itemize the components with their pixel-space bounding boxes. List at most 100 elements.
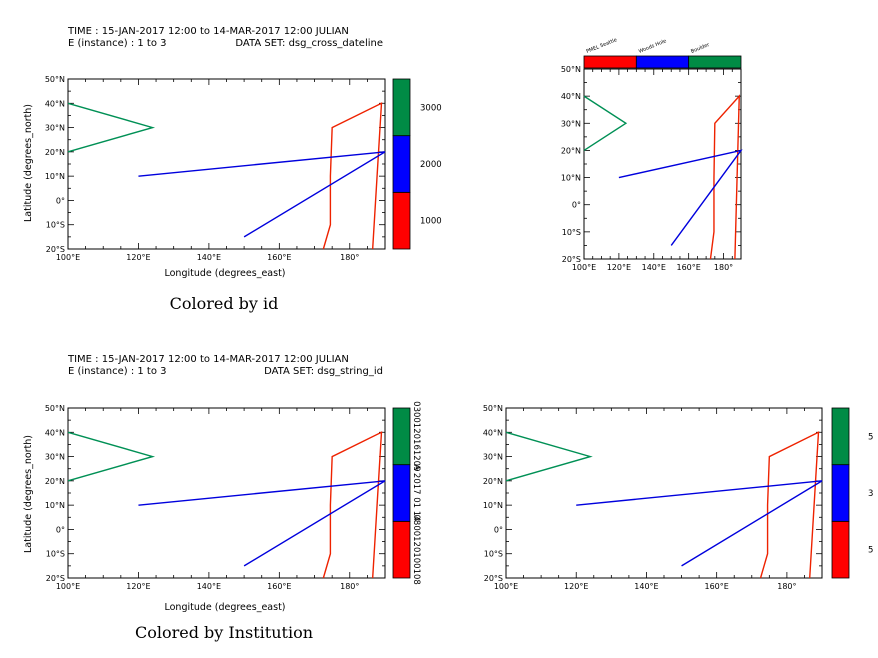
x-tick-label: 120°E bbox=[126, 582, 150, 591]
x-tick-label: 160°E bbox=[267, 253, 291, 262]
y-tick-label: 20°N bbox=[561, 146, 581, 155]
bottom-time-header: TIME : 15-JAN-2017 12:00 to 14-MAR-2017 … bbox=[67, 354, 349, 365]
trajectory-line bbox=[67, 102, 156, 153]
colorbar-label: 5 bbox=[868, 546, 873, 556]
y-tick-label: 20°N bbox=[45, 148, 65, 157]
top-left-y-axis-label: Latitude (degrees_north) bbox=[23, 104, 34, 222]
colorbar-segment bbox=[392, 464, 411, 522]
y-tick-label: 10°S bbox=[562, 228, 581, 237]
colorbar-label: 3000 bbox=[420, 103, 442, 113]
y-tick-label: 10°S bbox=[46, 221, 65, 230]
y-tick-label: 0° bbox=[494, 525, 503, 534]
colorbar-segment bbox=[831, 520, 850, 579]
y-tick-label: 40°N bbox=[45, 428, 65, 437]
y-tick-label: 20°S bbox=[484, 574, 503, 583]
colorbar-segment bbox=[392, 78, 411, 137]
trajectory-line bbox=[709, 94, 741, 260]
y-tick-label: 20°N bbox=[45, 477, 65, 486]
y-tick-label: 50°N bbox=[483, 404, 503, 413]
x-tick-label: 160°E bbox=[267, 582, 291, 591]
bottom-caption: Colored by Institution bbox=[135, 623, 313, 642]
y-tick-label: 40°N bbox=[483, 428, 503, 437]
colorbar-segment bbox=[831, 407, 850, 466]
trajectory-line bbox=[322, 102, 383, 250]
y-tick-label: 40°N bbox=[45, 99, 65, 108]
colorbar-label: PMEL Seattle bbox=[586, 37, 618, 55]
x-tick-label: 140°E bbox=[197, 582, 221, 591]
trajectory-line bbox=[505, 431, 593, 482]
colorbar-label: 5 bbox=[868, 432, 873, 442]
colorbar-segment bbox=[392, 191, 411, 250]
y-tick-label: 50°N bbox=[45, 75, 65, 84]
top-left-x-axis-label: Longitude (degrees_east) bbox=[164, 268, 285, 279]
y-tick-label: 20°N bbox=[483, 477, 503, 486]
colorbar-segment bbox=[831, 464, 850, 522]
colorbar-label: Woods Hole bbox=[638, 38, 668, 55]
y-tick-label: 10°N bbox=[561, 174, 581, 183]
colorbar-label: 1000 bbox=[420, 217, 442, 227]
colorbar-segment bbox=[635, 55, 690, 69]
y-tick-label: 50°N bbox=[45, 404, 65, 413]
trajectory-line bbox=[759, 431, 820, 579]
y-tick-label: 10°N bbox=[45, 172, 65, 181]
y-tick-label: 30°N bbox=[483, 453, 503, 462]
y-tick-label: 0° bbox=[56, 525, 65, 534]
plot-panel-top-left: 100°E 120°E 140°E 160°E 180° 20°S 10°S 0° 10°N 20… bbox=[45, 75, 442, 262]
plot-frame bbox=[583, 68, 742, 260]
bottom-instance-header: E (instance) : 1 to 3 bbox=[68, 366, 167, 377]
trajectory-line bbox=[583, 95, 628, 152]
bottom-dataset-header: DATA SET: dsg_string_id bbox=[264, 366, 383, 377]
colorbar-label: 2000 bbox=[420, 160, 442, 170]
y-tick-label: 10°S bbox=[46, 550, 65, 559]
colorbar-label: Boulder bbox=[690, 42, 711, 55]
trajectory-line bbox=[576, 480, 823, 567]
trajectory-line bbox=[138, 151, 386, 238]
top-dataset-header: DATA SET: dsg_cross_dateline bbox=[235, 38, 383, 49]
plot-frame bbox=[505, 407, 823, 579]
y-tick-label: 30°N bbox=[45, 453, 65, 462]
trajectory-line bbox=[67, 431, 156, 482]
top-instance-header: E (instance) : 1 to 3 bbox=[68, 38, 167, 49]
x-tick-label: 180° bbox=[340, 582, 359, 591]
x-tick-label: 120°E bbox=[564, 582, 588, 591]
trajectory-line bbox=[618, 149, 743, 246]
colorbar-label: 0300120161209 bbox=[411, 401, 421, 471]
plot-panel-bottom-left: 100°E 120°E 140°E 160°E 180° 20°S 10°S 0° 10°N 20… bbox=[45, 401, 421, 591]
colorbar-label: 0800120100108 bbox=[411, 515, 421, 585]
colorbar-segment bbox=[392, 520, 411, 579]
plot-panel-bottom-right: 100°E 120°E 140°E 160°E 180° 20°S 10°S 0° 10°N 20… bbox=[483, 404, 874, 591]
colorbar-label: A 2017 01 14 bbox=[411, 464, 421, 521]
y-tick-label: 40°N bbox=[561, 92, 581, 101]
x-tick-label: 120°E bbox=[126, 253, 150, 262]
top-caption: Colored by id bbox=[170, 294, 279, 313]
y-tick-label: 20°S bbox=[46, 245, 65, 254]
plot-frame bbox=[67, 407, 386, 579]
bottom-left-y-axis-label: Latitude (degrees_north) bbox=[23, 435, 34, 553]
y-tick-label: 10°N bbox=[483, 501, 503, 510]
colorbar-segment bbox=[392, 407, 411, 466]
y-tick-label: 10°S bbox=[484, 550, 503, 559]
colorbar-segment bbox=[392, 135, 411, 193]
y-tick-label: 50°N bbox=[561, 65, 581, 74]
x-tick-label: 160°E bbox=[705, 582, 729, 591]
x-tick-label: 180° bbox=[777, 582, 796, 591]
x-tick-label: 140°E bbox=[642, 263, 666, 272]
x-tick-label: 180° bbox=[714, 263, 733, 272]
x-tick-label: 140°E bbox=[197, 253, 221, 262]
x-tick-label: 100°E bbox=[572, 263, 596, 272]
colorbar-segment bbox=[583, 55, 637, 69]
x-tick-label: 140°E bbox=[634, 582, 658, 591]
colorbar-label: 3 bbox=[868, 489, 873, 499]
top-time-header: TIME : 15-JAN-2017 12:00 to 14-MAR-2017 … bbox=[67, 26, 349, 37]
plot-panel-top-right: 100°E 120°E 140°E 160°E 180° 20°S 10°S 0° 10°N 20… bbox=[561, 37, 743, 272]
plot-frame bbox=[67, 78, 386, 250]
x-tick-label: 160°E bbox=[677, 263, 701, 272]
x-tick-label: 100°E bbox=[494, 582, 518, 591]
x-tick-label: 100°E bbox=[56, 582, 80, 591]
x-tick-label: 180° bbox=[340, 253, 359, 262]
x-tick-label: 100°E bbox=[56, 253, 80, 262]
y-tick-label: 30°N bbox=[561, 119, 581, 128]
y-tick-label: 10°N bbox=[45, 501, 65, 510]
x-tick-label: 120°E bbox=[607, 263, 631, 272]
